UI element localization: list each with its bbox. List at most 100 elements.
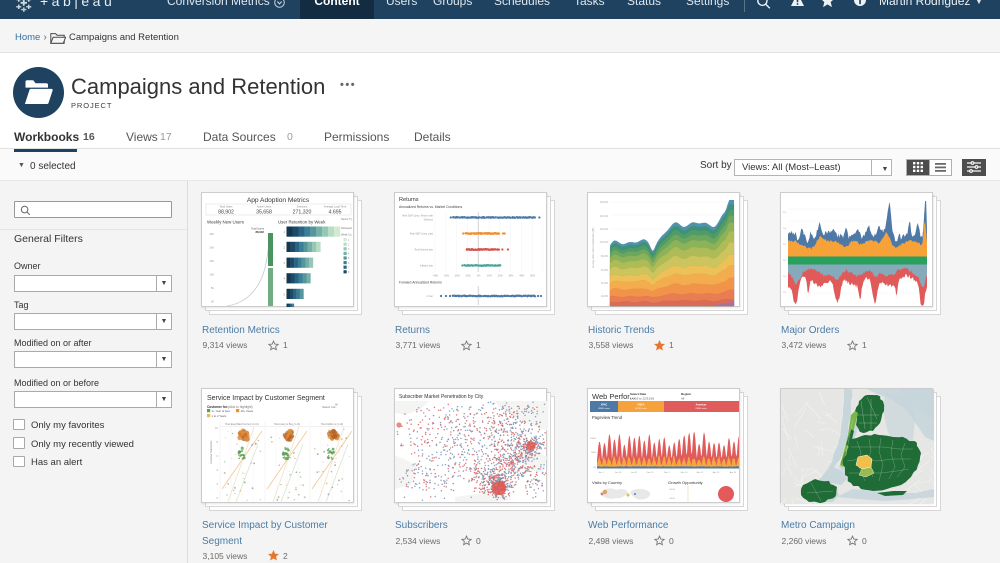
svg-text:5000: 5000	[591, 452, 597, 454]
svg-text:3: 3	[283, 261, 285, 265]
svg-text:1: 1	[348, 239, 350, 242]
svg-text:Weekly New Users: Weekly New Users	[207, 220, 245, 225]
svg-text:All: All	[335, 403, 338, 406]
svg-text:20K: 20K	[783, 276, 787, 278]
svg-text:8: 8	[217, 440, 219, 444]
svg-text:100,000: 100,000	[600, 242, 609, 244]
svg-text:4: 4	[348, 253, 350, 256]
svg-text:80,000: 80,000	[601, 256, 609, 258]
svg-text:Growth Opportunity: Growth Opportunity	[668, 480, 703, 485]
svg-text:40K: 40K	[783, 244, 787, 246]
svg-text:50K: 50K	[783, 228, 787, 230]
svg-text:35,658: 35,658	[256, 210, 272, 216]
svg-text:Jan 1: Jan 1	[598, 472, 604, 474]
svg-text:3: 3	[348, 248, 350, 251]
svg-text:Mar 1: Mar 1	[664, 471, 670, 474]
svg-text:Select Date: Select Date	[630, 392, 647, 396]
svg-text:140,000: 140,000	[600, 216, 609, 218]
svg-text:Pageview Trend: Pageview Trend	[592, 415, 623, 420]
svg-text:Customer Satisfaction: Customer Satisfaction	[210, 439, 213, 463]
svg-text:Americas: Americas	[696, 403, 707, 406]
svg-text:Total Users: Total Users	[251, 227, 265, 231]
svg-text:User Retention by Week: User Retention by Week	[278, 220, 326, 225]
svg-text:5: 5	[348, 257, 350, 260]
svg-text:Web Perfor...: Web Perfor...	[592, 392, 636, 401]
svg-text:88,902: 88,902	[255, 230, 264, 234]
svg-text:10%: 10%	[487, 275, 493, 278]
svg-text:5: 5	[283, 292, 285, 296]
svg-text:6: 6	[283, 307, 285, 308]
svg-text:10+ Years: 10+ Years	[241, 409, 254, 413]
svg-text:60000: 60000	[669, 489, 675, 491]
svg-text:6: 6	[217, 454, 219, 458]
svg-text:Real Interest rate: Real Interest rate	[415, 249, 434, 252]
svg-text:All: All	[681, 396, 685, 400]
svg-text:Returns: Returns	[399, 197, 419, 203]
svg-text:20%: 20%	[498, 275, 504, 278]
svg-text:30%: 30%	[509, 275, 515, 278]
svg-text:App Adoption Metrics: App Adoption Metrics	[247, 197, 310, 204]
svg-text:271,320: 271,320	[293, 210, 312, 216]
svg-text:1/1/19 to 12/31/19: 1/1/19 to 12/31/19	[630, 396, 655, 400]
svg-text:28840 visits: 28840 visits	[598, 407, 610, 410]
svg-text:Inflation rate: Inflation rate	[420, 265, 434, 268]
svg-text:-30%: -30%	[443, 275, 449, 278]
svg-text:4.695: 4.695	[329, 210, 342, 216]
svg-text:2: 2	[348, 243, 350, 246]
svg-text:Service Impact by Customer Seg: Service Impact by Customer Segment	[207, 395, 325, 402]
svg-text:60,000: 60,000	[601, 270, 609, 272]
svg-text:2: 2	[217, 482, 219, 486]
svg-text:1: 1	[283, 230, 285, 234]
svg-text:8: 8	[348, 271, 350, 274]
svg-text:1 Year: 1 Year	[426, 295, 433, 298]
svg-text:160,000: 160,000	[600, 202, 609, 204]
svg-text:46752 visits: 46752 visits	[635, 407, 647, 410]
svg-text:Annualized Returns vs. Market: Annualized Returns vs. Market Conditions	[399, 205, 462, 209]
svg-text:7: 7	[348, 266, 350, 269]
svg-text:How Mobile is (1-10): How Mobile is (1-10)	[321, 423, 343, 426]
svg-text:40%: 40%	[519, 275, 525, 278]
svg-text:2: 2	[283, 245, 285, 249]
svg-text:120,000: 120,000	[600, 229, 609, 231]
svg-text:-20%: -20%	[454, 275, 460, 278]
svg-text:0K: 0K	[593, 467, 596, 469]
svg-text:EMEA: EMEA	[638, 403, 645, 406]
svg-text:Apr 30: Apr 30	[730, 471, 737, 474]
svg-text:0K: 0K	[211, 300, 214, 304]
svg-text:Customer for:: Customer for:	[207, 405, 228, 409]
svg-text:74864 visits: 74864 visits	[695, 407, 707, 410]
svg-text:Select Ind..: Select Ind..	[322, 405, 337, 409]
svg-text:15K: 15K	[209, 259, 214, 263]
svg-text:Subscriber Market Penetration: Subscriber Market Penetration by City	[399, 394, 484, 400]
svg-text:Total Users: Total Users	[220, 205, 234, 209]
svg-text:40,000: 40,000	[601, 283, 609, 285]
svg-text:Real S&P Comp. Return with: Real S&P Comp. Return with	[402, 215, 433, 218]
svg-text:Mar 16: Mar 16	[681, 471, 689, 474]
svg-text:Apr 13: Apr 13	[713, 471, 720, 474]
svg-text:6: 6	[348, 262, 350, 265]
svg-text:Real S&P Comp. paid: Real S&P Comp. paid	[410, 233, 434, 236]
svg-text:10000: 10000	[590, 438, 597, 440]
svg-text:(click to highlight): (click to highlight)	[228, 405, 253, 409]
svg-text:4: 4	[283, 277, 285, 281]
svg-text:Dividend: Dividend	[424, 219, 434, 222]
svg-text:0: 0	[217, 496, 219, 500]
svg-text:50%: 50%	[530, 275, 536, 278]
svg-text:10K: 10K	[209, 273, 214, 277]
svg-text:Released: Released	[341, 226, 353, 230]
svg-text:Jan 16: Jan 16	[615, 472, 622, 474]
svg-text:Forward Annualized Returns: Forward Annualized Returns	[399, 281, 442, 285]
svg-text:Jan 31: Jan 31	[631, 472, 638, 474]
svg-text:88,902: 88,902	[218, 210, 234, 216]
svg-text:-40%: -40%	[433, 275, 439, 278]
svg-text:20,000: 20,000	[601, 296, 609, 298]
svg-text:Sector Ty..: Sector Ty..	[341, 217, 353, 221]
svg-text:40000: 40000	[669, 498, 675, 500]
svg-text:-10%: -10%	[465, 275, 471, 278]
svg-text:Active Users: Active Users	[257, 205, 272, 209]
svg-text:10: 10	[215, 426, 218, 430]
svg-text:10K: 10K	[783, 292, 787, 294]
svg-text:30K: 30K	[783, 260, 787, 262]
svg-text:Average Load Time: Average Load Time	[324, 205, 347, 209]
svg-text:Sessions: Sessions	[297, 205, 308, 209]
